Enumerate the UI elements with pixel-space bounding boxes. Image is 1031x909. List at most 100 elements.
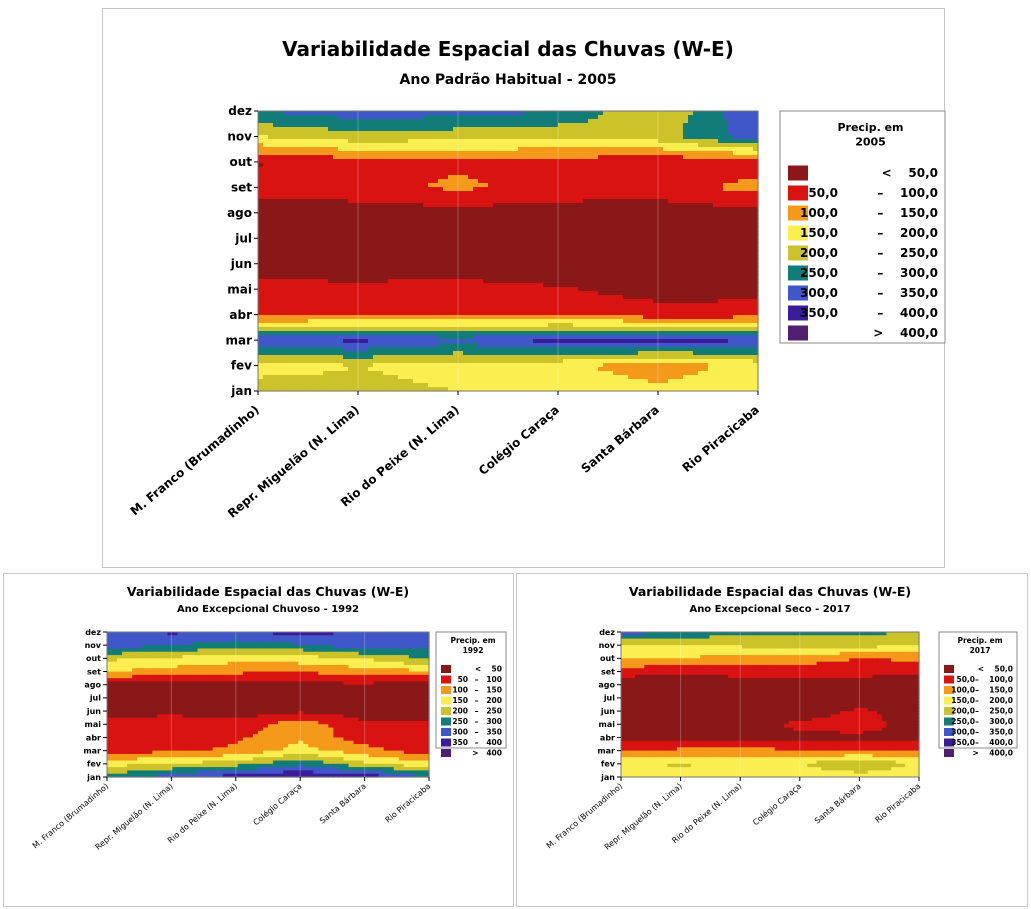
contour-cell (638, 307, 644, 312)
contour-cell (393, 191, 399, 196)
contour-cell (693, 131, 699, 136)
contour-cell (698, 263, 704, 268)
contour-cell (593, 287, 599, 292)
contour-cell (373, 195, 379, 200)
contour-cell (328, 123, 334, 128)
contour-cell (378, 211, 384, 216)
contour-cell (708, 215, 714, 220)
contour-cell (463, 307, 469, 312)
contour-cell (433, 211, 439, 216)
contour-cell (678, 175, 684, 180)
contour-cell (333, 303, 339, 308)
contour-cell (353, 171, 359, 176)
contour-cell (523, 219, 529, 224)
contour-cell (298, 267, 304, 272)
contour-cell (523, 231, 529, 236)
contour-cell (628, 151, 634, 156)
contour-cell (468, 307, 474, 312)
contour-cell (278, 191, 284, 196)
contour-cell (663, 279, 669, 284)
contour-cell (503, 167, 509, 172)
contour-cell (628, 259, 634, 264)
contour-cell (383, 139, 389, 144)
contour-cell (368, 275, 374, 280)
contour-cell (513, 219, 519, 224)
contour-cell (308, 283, 314, 288)
contour-cell (668, 203, 674, 208)
contour-cell (668, 175, 674, 180)
contour-cell (608, 219, 614, 224)
contour-cell (293, 271, 299, 276)
contour-cell (428, 263, 434, 268)
contour-cell (708, 259, 714, 264)
contour-cell (753, 207, 759, 212)
contour-cell (393, 127, 399, 132)
contour-cell (658, 239, 664, 244)
contour-cell (643, 187, 649, 192)
contour-cell (348, 139, 354, 144)
contour-cell (663, 219, 669, 224)
contour-cell (608, 123, 614, 128)
contour-cell (488, 295, 494, 300)
contour-cell (323, 167, 329, 172)
contour-cell (408, 239, 414, 244)
contour-cell (698, 251, 704, 256)
contour-cell (713, 151, 719, 156)
contour-cell (318, 247, 324, 252)
contour-cell (513, 167, 519, 172)
contour-cell (743, 131, 749, 136)
contour-cell (658, 275, 664, 280)
contour-cell (298, 223, 304, 228)
contour-cell (508, 259, 514, 264)
contour-cell (623, 123, 629, 128)
contour-cell (408, 295, 414, 300)
contour-cell (393, 179, 399, 184)
contour-cell (433, 151, 439, 156)
contour-cell (548, 259, 554, 264)
contour-cell (393, 219, 399, 224)
contour-cell (398, 263, 404, 268)
contour-cell (498, 231, 504, 236)
contour-cell (383, 211, 389, 216)
contour-cell (383, 143, 389, 148)
contour-cell (383, 179, 389, 184)
contour-cell (578, 203, 584, 208)
contour-cell (513, 279, 519, 284)
contour-cell (673, 303, 679, 308)
contour-cell (718, 159, 724, 164)
contour-cell (473, 231, 479, 236)
contour-cell (258, 127, 264, 132)
contour-cell (363, 147, 369, 152)
contour-cell (513, 191, 519, 196)
contour-cell (398, 219, 404, 224)
contour-cell (268, 139, 274, 144)
contour-cell (578, 195, 584, 200)
contour-cell (648, 247, 654, 252)
contour-cell (338, 271, 344, 276)
contour-cell (468, 167, 474, 172)
contour-cell (543, 155, 549, 160)
contour-cell (528, 295, 534, 300)
contour-cell (433, 239, 439, 244)
contour-cell (583, 131, 589, 136)
contour-cell (528, 183, 534, 188)
contour-cell (583, 127, 589, 132)
contour-cell (463, 123, 469, 128)
contour-cell (548, 199, 554, 204)
contour-cell (263, 147, 269, 152)
contour-cell (428, 127, 434, 132)
contour-cell (328, 119, 334, 124)
contour-cell (598, 263, 604, 268)
contour-cell (643, 155, 649, 160)
contour-cell (293, 187, 299, 192)
contour-cell (413, 199, 419, 204)
contour-cell (668, 303, 674, 308)
contour-cell (533, 295, 539, 300)
contour-cell (443, 163, 449, 168)
contour-cell (413, 291, 419, 296)
contour-cell (688, 187, 694, 192)
contour-cell (473, 123, 479, 128)
contour-cell (268, 171, 274, 176)
contour-cell (673, 203, 679, 208)
contour-cell (608, 175, 614, 180)
